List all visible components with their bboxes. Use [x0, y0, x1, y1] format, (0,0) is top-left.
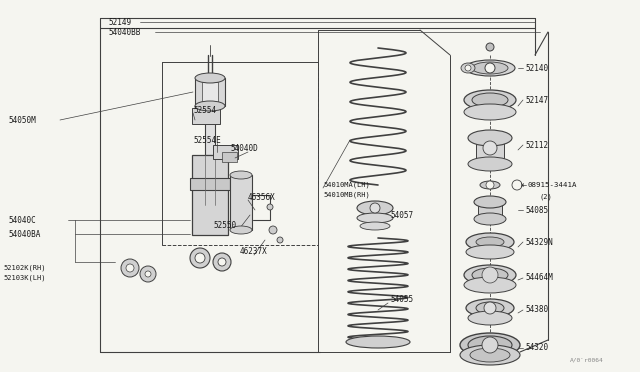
Circle shape: [512, 180, 522, 190]
Bar: [222, 152, 237, 162]
Bar: [205, 110, 215, 155]
Ellipse shape: [480, 181, 500, 189]
Ellipse shape: [468, 336, 512, 354]
Text: (2): (2): [540, 194, 553, 200]
Circle shape: [190, 248, 210, 268]
Bar: [192, 108, 220, 124]
Text: 52112: 52112: [525, 141, 548, 150]
Ellipse shape: [464, 265, 516, 285]
Ellipse shape: [465, 60, 515, 76]
Ellipse shape: [195, 101, 225, 111]
Text: 52149: 52149: [108, 17, 131, 26]
Ellipse shape: [466, 245, 514, 259]
Text: 54010MB(RH): 54010MB(RH): [323, 192, 370, 198]
Ellipse shape: [476, 302, 504, 314]
Text: 54055: 54055: [390, 295, 413, 305]
Text: 54464M: 54464M: [525, 273, 553, 282]
Bar: [192, 155, 228, 235]
Bar: [190, 178, 230, 190]
Ellipse shape: [466, 299, 514, 317]
Text: 54329N: 54329N: [525, 237, 553, 247]
Circle shape: [213, 253, 231, 271]
Bar: [202, 82, 218, 102]
Ellipse shape: [357, 201, 393, 215]
Bar: [213, 145, 238, 159]
Ellipse shape: [472, 62, 508, 74]
Text: 52554E: 52554E: [193, 135, 221, 144]
Ellipse shape: [461, 63, 475, 73]
Ellipse shape: [466, 233, 514, 251]
Text: 46356X: 46356X: [248, 192, 276, 202]
Ellipse shape: [460, 333, 520, 357]
Bar: [478, 205, 502, 219]
Circle shape: [482, 337, 498, 353]
Ellipse shape: [346, 336, 410, 348]
Text: 54380: 54380: [525, 305, 548, 314]
Ellipse shape: [468, 130, 512, 146]
Bar: [476, 142, 504, 164]
Bar: [195, 78, 225, 106]
Text: 54320: 54320: [525, 343, 548, 353]
Text: 54040D: 54040D: [230, 144, 258, 153]
Ellipse shape: [474, 196, 506, 208]
Ellipse shape: [460, 345, 520, 365]
Circle shape: [486, 43, 494, 51]
Text: 08915-3441A: 08915-3441A: [528, 182, 577, 188]
Text: 52554: 52554: [193, 106, 216, 115]
Text: A/0`r0064: A/0`r0064: [570, 357, 604, 362]
Ellipse shape: [195, 73, 225, 83]
Text: W: W: [520, 183, 524, 187]
Text: 52147: 52147: [525, 96, 548, 105]
Ellipse shape: [468, 157, 512, 171]
Ellipse shape: [474, 213, 506, 225]
Circle shape: [140, 266, 156, 282]
Ellipse shape: [357, 213, 393, 223]
Text: 54040C: 54040C: [8, 215, 36, 224]
Text: 52103K(LH): 52103K(LH): [3, 275, 45, 281]
Text: 54040BA: 54040BA: [8, 230, 40, 238]
Ellipse shape: [360, 222, 390, 230]
Ellipse shape: [464, 104, 516, 120]
Circle shape: [126, 264, 134, 272]
Text: 54057: 54057: [390, 211, 413, 219]
Text: 54050M: 54050M: [8, 115, 36, 125]
Circle shape: [195, 253, 205, 263]
Circle shape: [486, 181, 494, 189]
Circle shape: [482, 267, 498, 283]
Ellipse shape: [230, 226, 252, 234]
Bar: [230, 175, 252, 230]
Text: 54085: 54085: [525, 205, 548, 215]
Circle shape: [483, 141, 497, 155]
Circle shape: [218, 258, 226, 266]
Ellipse shape: [468, 311, 512, 325]
Text: 52140: 52140: [525, 64, 548, 73]
Circle shape: [145, 271, 151, 277]
Circle shape: [370, 203, 380, 213]
Ellipse shape: [472, 93, 508, 107]
Ellipse shape: [472, 268, 508, 282]
Circle shape: [267, 204, 273, 210]
Circle shape: [277, 237, 283, 243]
Circle shape: [121, 259, 139, 277]
Ellipse shape: [464, 277, 516, 293]
Text: 46237X: 46237X: [240, 247, 268, 257]
Ellipse shape: [476, 237, 504, 247]
Circle shape: [484, 302, 496, 314]
Text: 54010MA(LH): 54010MA(LH): [323, 182, 370, 188]
Text: 52550: 52550: [213, 221, 236, 230]
Ellipse shape: [464, 90, 516, 110]
Ellipse shape: [470, 348, 510, 362]
Circle shape: [485, 63, 495, 73]
Circle shape: [269, 226, 277, 234]
Text: 54040BB: 54040BB: [108, 28, 140, 36]
Circle shape: [465, 65, 471, 71]
Ellipse shape: [230, 171, 252, 179]
Text: 52102K(RH): 52102K(RH): [3, 265, 45, 271]
